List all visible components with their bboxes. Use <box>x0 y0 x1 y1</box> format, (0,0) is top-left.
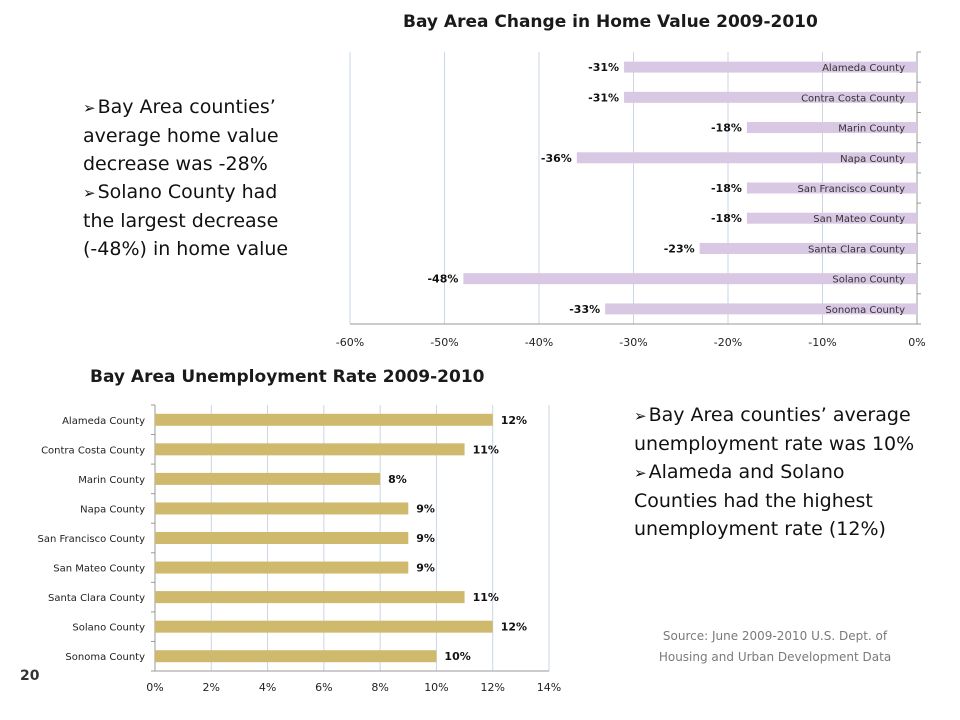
data-label: -36% <box>541 152 572 165</box>
x-tick-label: 10% <box>424 681 448 694</box>
bar <box>746 212 917 224</box>
bar <box>155 472 381 485</box>
bar <box>155 413 493 426</box>
data-label: -23% <box>664 242 695 255</box>
x-tick-label: 6% <box>315 681 332 694</box>
bar <box>155 620 493 633</box>
bar <box>155 443 465 456</box>
unemployment-note: ➢ Bay Area counties’ average unemployment… <box>634 401 924 458</box>
bar <box>624 91 917 103</box>
data-label: 8% <box>388 473 407 486</box>
category-label: Sonoma County <box>825 305 905 316</box>
bar <box>155 561 409 574</box>
unemployment-note-text: Bay Area counties’ average unemployment … <box>634 404 915 455</box>
data-label: 12% <box>501 621 527 634</box>
bar <box>155 591 465 604</box>
data-label: 11% <box>473 443 499 456</box>
bar <box>746 122 917 134</box>
category-label: Santa Clara County <box>48 593 145 604</box>
data-label: -18% <box>711 212 742 225</box>
x-tick-label: 0% <box>908 336 925 349</box>
category-label: Solano County <box>832 275 905 286</box>
data-label: -18% <box>711 182 742 195</box>
x-tick-label: -40% <box>525 336 553 349</box>
home-value-note: ➢ Solano County had the largest decrease … <box>83 178 298 263</box>
data-label: -31% <box>588 91 619 104</box>
data-label: 9% <box>416 532 435 545</box>
home-value-notes: ➢ Bay Area counties’ average home value d… <box>83 93 298 263</box>
x-tick-label: 14% <box>537 681 561 694</box>
category-label: Alameda County <box>822 63 905 74</box>
home-value-chart-title: Bay Area Change in Home Value 2009-2010 <box>403 12 818 32</box>
category-label: San Francisco County <box>798 184 906 195</box>
x-tick-label: 4% <box>259 681 276 694</box>
x-tick-label: 0% <box>146 681 163 694</box>
unemployment-notes: ➢ Bay Area counties’ average unemployment… <box>634 401 924 543</box>
arrow-bullet-icon: ➢ <box>634 464 647 482</box>
bar <box>155 502 409 515</box>
data-label: 12% <box>501 414 527 427</box>
category-label: Marin County <box>78 475 145 486</box>
category-label: Napa County <box>80 504 145 515</box>
data-label: 9% <box>416 562 435 575</box>
home-value-note-text: Solano County had the largest decrease (… <box>83 181 289 260</box>
bar <box>576 152 917 164</box>
category-label: San Mateo County <box>53 564 145 575</box>
bar <box>463 273 917 285</box>
x-tick-label: 8% <box>371 681 388 694</box>
home-value-note-text: Bay Area counties’ average home value de… <box>83 96 279 175</box>
arrow-bullet-icon: ➢ <box>83 184 96 202</box>
x-tick-label: 12% <box>480 681 504 694</box>
unemployment-note: ➢ Alameda and Solano Counties had the hig… <box>634 458 924 543</box>
category-label: Marin County <box>838 124 905 135</box>
data-label: -33% <box>569 303 600 316</box>
data-label: -18% <box>711 122 742 135</box>
arrow-bullet-icon: ➢ <box>83 99 96 117</box>
unemployment-chart-title: Bay Area Unemployment Rate 2009-2010 <box>90 367 485 387</box>
data-label: 9% <box>416 502 435 515</box>
category-label: San Francisco County <box>38 534 146 545</box>
category-label: Napa County <box>840 154 905 165</box>
bar <box>155 650 437 663</box>
bar <box>155 532 409 544</box>
source-note: Source: June 2009-2010 U.S. Dept. of Hou… <box>658 629 892 664</box>
category-label: Alameda County <box>62 416 145 427</box>
category-label: Contra Costa County <box>801 93 905 104</box>
bar <box>624 61 917 73</box>
bar <box>699 242 917 254</box>
data-label: 10% <box>444 650 470 663</box>
x-tick-label: -60% <box>336 336 364 349</box>
category-label: Solano County <box>72 623 145 634</box>
data-label: 11% <box>473 591 499 604</box>
category-label: Contra Costa County <box>41 445 145 456</box>
data-label: -48% <box>427 273 458 286</box>
home-value-note: ➢ Bay Area counties’ average home value d… <box>83 93 298 178</box>
page-number: 20 <box>20 668 40 684</box>
category-label: Sonoma County <box>65 652 145 663</box>
data-label: -31% <box>588 61 619 74</box>
unemployment-note-text: Alameda and Solano Counties had the high… <box>634 461 886 540</box>
x-tick-label: -50% <box>430 336 458 349</box>
category-label: Santa Clara County <box>808 244 905 255</box>
x-tick-label: -30% <box>619 336 647 349</box>
x-tick-label: 2% <box>203 681 220 694</box>
category-label: San Mateo County <box>813 214 905 225</box>
bar <box>605 303 917 315</box>
x-tick-label: -20% <box>714 336 742 349</box>
bar <box>746 182 917 194</box>
x-tick-label: -10% <box>808 336 836 349</box>
arrow-bullet-icon: ➢ <box>634 407 647 425</box>
